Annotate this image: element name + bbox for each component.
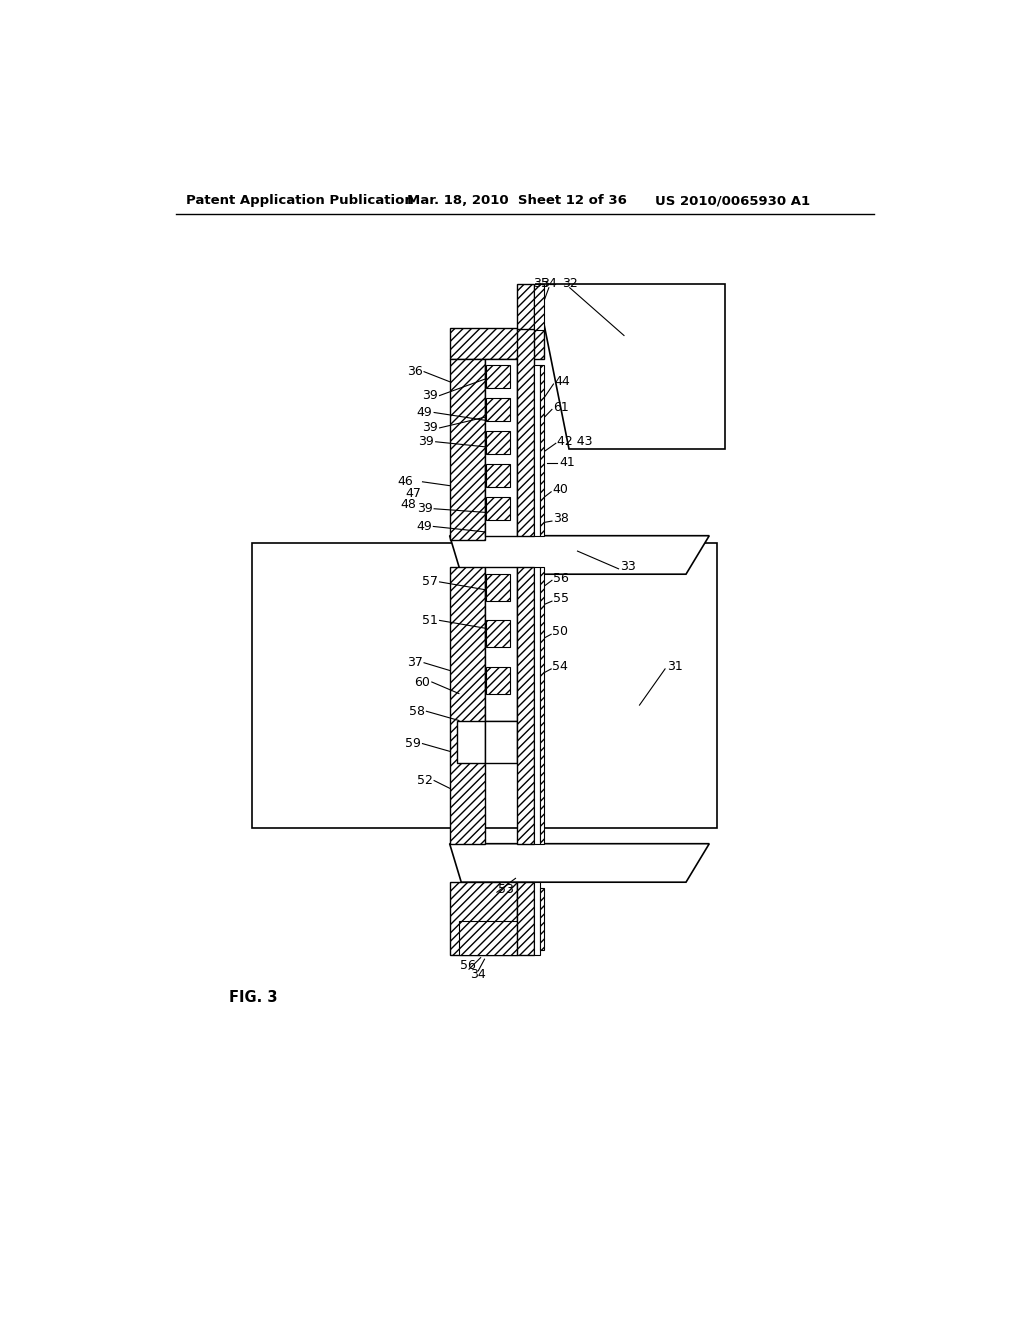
- Text: 54: 54: [552, 660, 567, 673]
- Bar: [535, 364, 540, 536]
- Bar: [458, 721, 484, 763]
- Bar: [459, 921, 517, 956]
- Text: 47: 47: [406, 487, 421, 500]
- Text: 35: 35: [534, 277, 549, 289]
- Text: 39: 39: [422, 421, 438, 434]
- Bar: [535, 882, 540, 956]
- Text: 49: 49: [416, 520, 432, 533]
- Bar: [486, 574, 510, 601]
- Bar: [540, 364, 544, 536]
- Text: 41: 41: [559, 455, 574, 469]
- Text: 61: 61: [553, 400, 568, 413]
- Text: 34: 34: [470, 968, 486, 981]
- Bar: [486, 364, 510, 388]
- Text: 59: 59: [406, 737, 421, 750]
- Text: 58: 58: [409, 705, 425, 718]
- Bar: [484, 566, 517, 721]
- Bar: [450, 327, 544, 359]
- Text: 60: 60: [415, 676, 430, 689]
- Text: 48: 48: [400, 499, 417, 511]
- Text: 42 43: 42 43: [557, 436, 592, 449]
- Bar: [450, 882, 517, 956]
- Bar: [517, 284, 535, 330]
- Text: 40: 40: [552, 483, 567, 496]
- Text: 39: 39: [422, 389, 438, 403]
- Text: FIG. 3: FIG. 3: [228, 990, 278, 1006]
- Text: 44: 44: [554, 375, 570, 388]
- Bar: [517, 566, 535, 843]
- Text: 50: 50: [552, 626, 568, 639]
- Text: 49: 49: [417, 407, 432, 418]
- Text: 33: 33: [621, 560, 636, 573]
- Text: 39: 39: [419, 436, 434, 449]
- Text: 53: 53: [499, 883, 514, 896]
- Bar: [486, 397, 510, 421]
- Bar: [484, 721, 517, 763]
- Bar: [486, 498, 510, 520]
- Text: 56: 56: [553, 572, 568, 585]
- Bar: [486, 620, 510, 647]
- Polygon shape: [450, 843, 710, 882]
- Text: 38: 38: [553, 512, 568, 525]
- Bar: [450, 359, 484, 540]
- Polygon shape: [252, 544, 717, 829]
- Bar: [486, 432, 510, 454]
- Polygon shape: [450, 536, 710, 574]
- Bar: [540, 566, 544, 843]
- Bar: [535, 284, 544, 330]
- Bar: [450, 566, 484, 843]
- Text: 51: 51: [422, 614, 438, 627]
- Bar: [517, 882, 535, 956]
- Bar: [517, 330, 535, 536]
- Text: 56: 56: [460, 958, 475, 972]
- Text: Patent Application Publication: Patent Application Publication: [186, 194, 414, 207]
- Polygon shape: [537, 284, 725, 449]
- Bar: [486, 465, 510, 487]
- Text: 34: 34: [541, 277, 557, 289]
- Text: US 2010/0065930 A1: US 2010/0065930 A1: [655, 194, 810, 207]
- Text: 32: 32: [562, 277, 578, 289]
- Text: 31: 31: [667, 660, 682, 673]
- Text: 39: 39: [417, 502, 432, 515]
- Text: 52: 52: [417, 774, 432, 787]
- Text: 55: 55: [553, 593, 568, 606]
- Bar: [486, 667, 510, 693]
- Bar: [484, 359, 517, 536]
- Text: 46: 46: [397, 475, 414, 488]
- Text: 36: 36: [407, 366, 423, 379]
- Text: 57: 57: [422, 576, 438, 589]
- Bar: [535, 566, 540, 843]
- Bar: [540, 888, 544, 950]
- Text: 37: 37: [407, 656, 423, 669]
- Text: Mar. 18, 2010  Sheet 12 of 36: Mar. 18, 2010 Sheet 12 of 36: [407, 194, 627, 207]
